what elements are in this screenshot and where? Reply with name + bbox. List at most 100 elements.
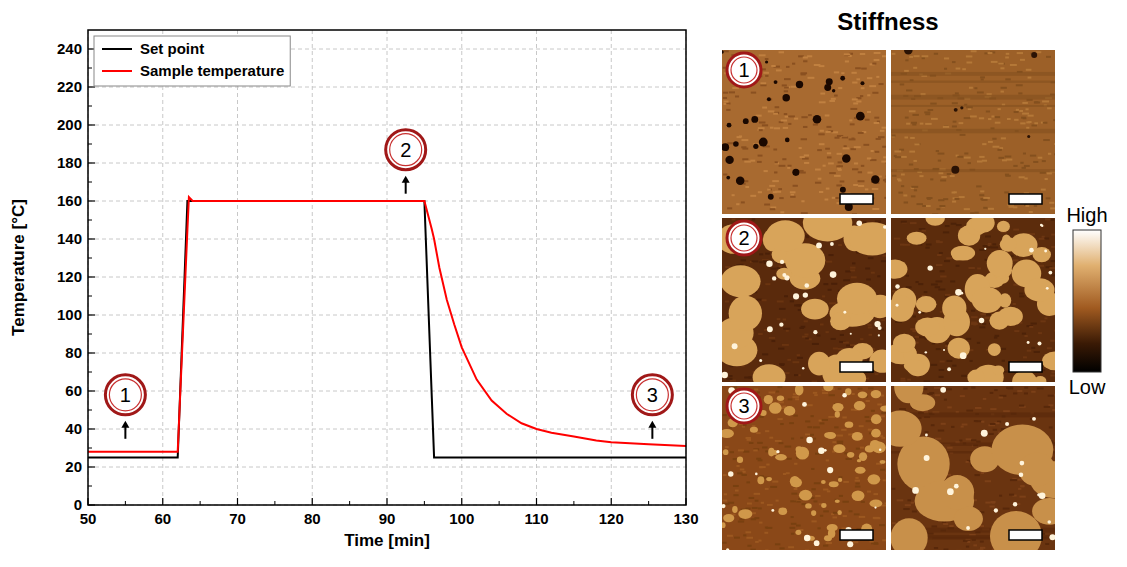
texture xyxy=(859,452,867,461)
texture xyxy=(904,70,909,72)
texture xyxy=(780,260,784,264)
texture xyxy=(1044,406,1050,408)
texture xyxy=(952,102,958,104)
texture xyxy=(722,522,726,528)
texture xyxy=(760,84,766,86)
texture xyxy=(998,63,1005,65)
texture xyxy=(796,501,800,503)
texture xyxy=(813,124,818,126)
tick xyxy=(386,498,387,505)
texture xyxy=(952,61,956,63)
texture xyxy=(850,269,855,271)
texture xyxy=(788,123,791,125)
tick-label: 100 xyxy=(57,306,82,323)
texture xyxy=(1026,69,1032,71)
texture xyxy=(1014,119,1018,121)
grid-line xyxy=(162,30,163,505)
texture xyxy=(751,518,756,520)
texture xyxy=(836,435,842,437)
texture xyxy=(971,323,978,325)
texture xyxy=(842,501,848,503)
texture xyxy=(826,542,832,544)
texture xyxy=(724,101,729,103)
texture xyxy=(959,122,964,124)
texture xyxy=(758,191,762,193)
texture xyxy=(766,527,772,529)
texture xyxy=(961,375,967,377)
texture xyxy=(962,424,968,426)
texture xyxy=(954,507,983,531)
texture xyxy=(1024,392,1028,394)
texture xyxy=(934,53,938,55)
legend-box xyxy=(94,36,290,86)
texture xyxy=(775,454,787,461)
texture xyxy=(926,197,932,199)
texture xyxy=(960,395,965,397)
texture xyxy=(771,509,774,512)
texture xyxy=(760,416,764,418)
texture xyxy=(752,512,756,514)
texture xyxy=(995,335,1000,337)
texture xyxy=(967,370,985,382)
texture xyxy=(1055,242,1056,244)
texture xyxy=(1050,375,1055,377)
tick xyxy=(611,498,612,505)
texture xyxy=(834,175,841,177)
texture xyxy=(970,115,977,117)
texture xyxy=(995,116,1000,118)
texture xyxy=(742,471,745,473)
texture xyxy=(758,127,765,129)
texture xyxy=(980,190,984,192)
texture xyxy=(782,273,786,277)
texture xyxy=(940,275,946,277)
texture xyxy=(851,276,857,278)
texture xyxy=(836,184,842,186)
grid-line xyxy=(88,467,686,468)
texture xyxy=(1032,247,1051,262)
texture xyxy=(893,334,916,353)
tick-label: 60 xyxy=(65,382,82,399)
texture xyxy=(1024,165,1030,167)
texture xyxy=(811,468,814,470)
texture xyxy=(871,272,875,274)
texture xyxy=(804,535,811,542)
texture xyxy=(779,197,783,199)
texture xyxy=(829,481,839,487)
texture xyxy=(998,157,1004,159)
texture xyxy=(866,420,872,422)
texture xyxy=(829,394,835,396)
texture xyxy=(1034,205,1037,207)
texture xyxy=(1038,332,1042,334)
texture xyxy=(915,318,940,337)
texture xyxy=(867,77,872,79)
texture xyxy=(1045,543,1049,545)
texture xyxy=(722,265,761,297)
texture xyxy=(975,474,980,476)
tick xyxy=(88,276,95,277)
texture xyxy=(866,278,871,280)
texture xyxy=(1010,387,1013,389)
texture xyxy=(758,540,761,542)
texture xyxy=(825,261,832,263)
texture xyxy=(1013,303,1016,305)
texture xyxy=(820,515,823,517)
texture xyxy=(950,280,955,282)
texture xyxy=(984,317,989,319)
texture xyxy=(770,268,776,270)
texture xyxy=(954,484,959,489)
texture xyxy=(851,72,856,74)
texture xyxy=(803,292,808,297)
texture xyxy=(812,381,818,382)
texture xyxy=(1049,534,1055,540)
texture xyxy=(891,81,1055,83)
texture xyxy=(1024,387,1028,389)
texture xyxy=(981,199,987,201)
texture xyxy=(768,110,775,112)
texture xyxy=(1019,110,1023,112)
texture xyxy=(835,197,838,199)
texture xyxy=(839,495,843,497)
texture xyxy=(783,127,788,129)
texture xyxy=(785,446,792,448)
texture xyxy=(894,386,923,403)
texture xyxy=(878,334,880,336)
